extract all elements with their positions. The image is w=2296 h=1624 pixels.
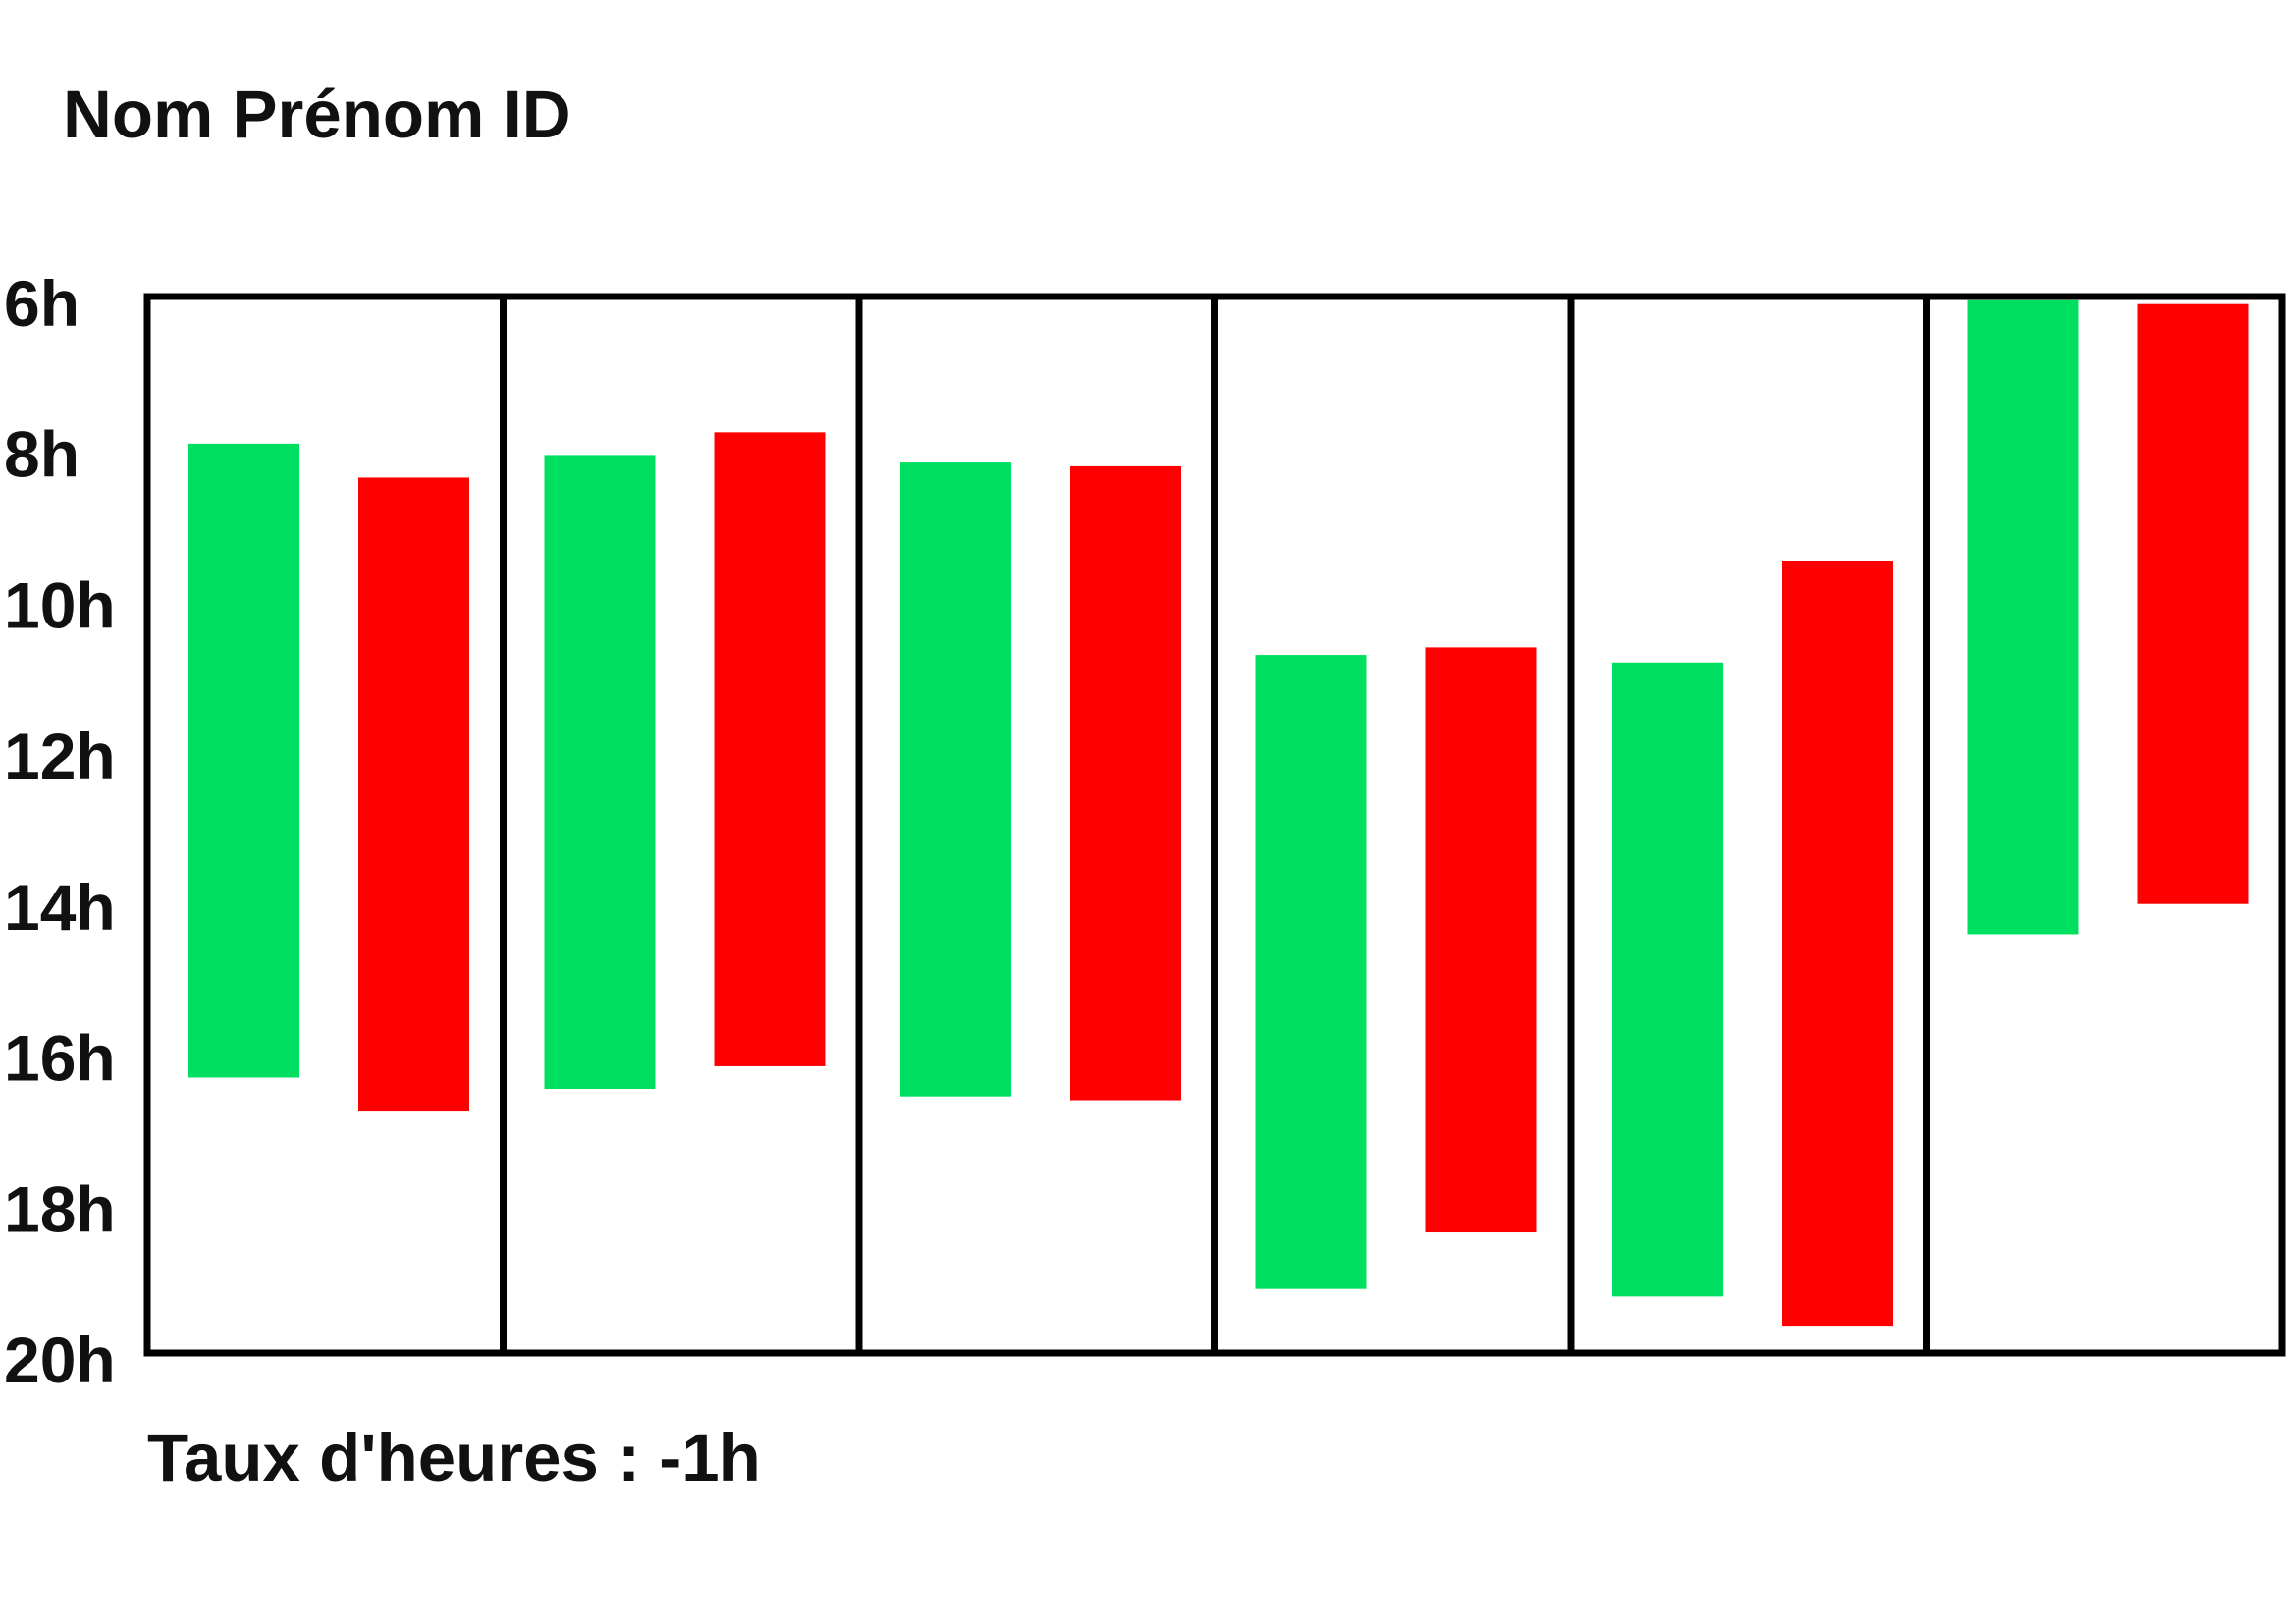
y-tick-label: 18h bbox=[4, 1172, 116, 1245]
y-tick-label: 12h bbox=[4, 720, 116, 792]
green-bar-2 bbox=[544, 455, 656, 1089]
bars-layer bbox=[188, 299, 2249, 1327]
red-bar-2 bbox=[714, 432, 826, 1066]
red-bar-6 bbox=[2137, 303, 2249, 904]
green-bar-5 bbox=[1612, 662, 1723, 1297]
green-bar-4 bbox=[1255, 655, 1367, 1289]
green-bar-6 bbox=[1967, 299, 2079, 935]
y-axis-tick-labels: 6h 8h 10h 12h 14h 16h 18h 20h bbox=[4, 267, 116, 1396]
red-bar-4 bbox=[1425, 647, 1537, 1233]
day-group-1 bbox=[188, 443, 469, 1112]
red-bar-1 bbox=[358, 477, 469, 1112]
green-bar-3 bbox=[900, 462, 1011, 1097]
y-tick-label: 10h bbox=[4, 568, 116, 641]
red-bar-3 bbox=[1070, 465, 1181, 1101]
y-tick-label: 8h bbox=[4, 418, 80, 491]
chart-frame bbox=[143, 293, 2286, 1357]
y-tick-label: 14h bbox=[4, 871, 116, 944]
y-tick-label: 6h bbox=[4, 267, 80, 340]
day-group-3 bbox=[900, 462, 1181, 1101]
red-bar-5 bbox=[1782, 561, 1893, 1327]
day-group-5 bbox=[1612, 561, 1893, 1327]
hours-rate-text: Taux d'heures : -1h bbox=[147, 1420, 761, 1495]
day-group-6 bbox=[1967, 299, 2249, 935]
chart-title: Nom Prénom ID bbox=[63, 77, 571, 152]
green-bar-1 bbox=[188, 443, 299, 1078]
day-group-4 bbox=[1255, 647, 1537, 1289]
y-tick-label: 20h bbox=[4, 1324, 116, 1396]
y-tick-label: 16h bbox=[4, 1022, 116, 1095]
day-group-2 bbox=[544, 432, 826, 1089]
